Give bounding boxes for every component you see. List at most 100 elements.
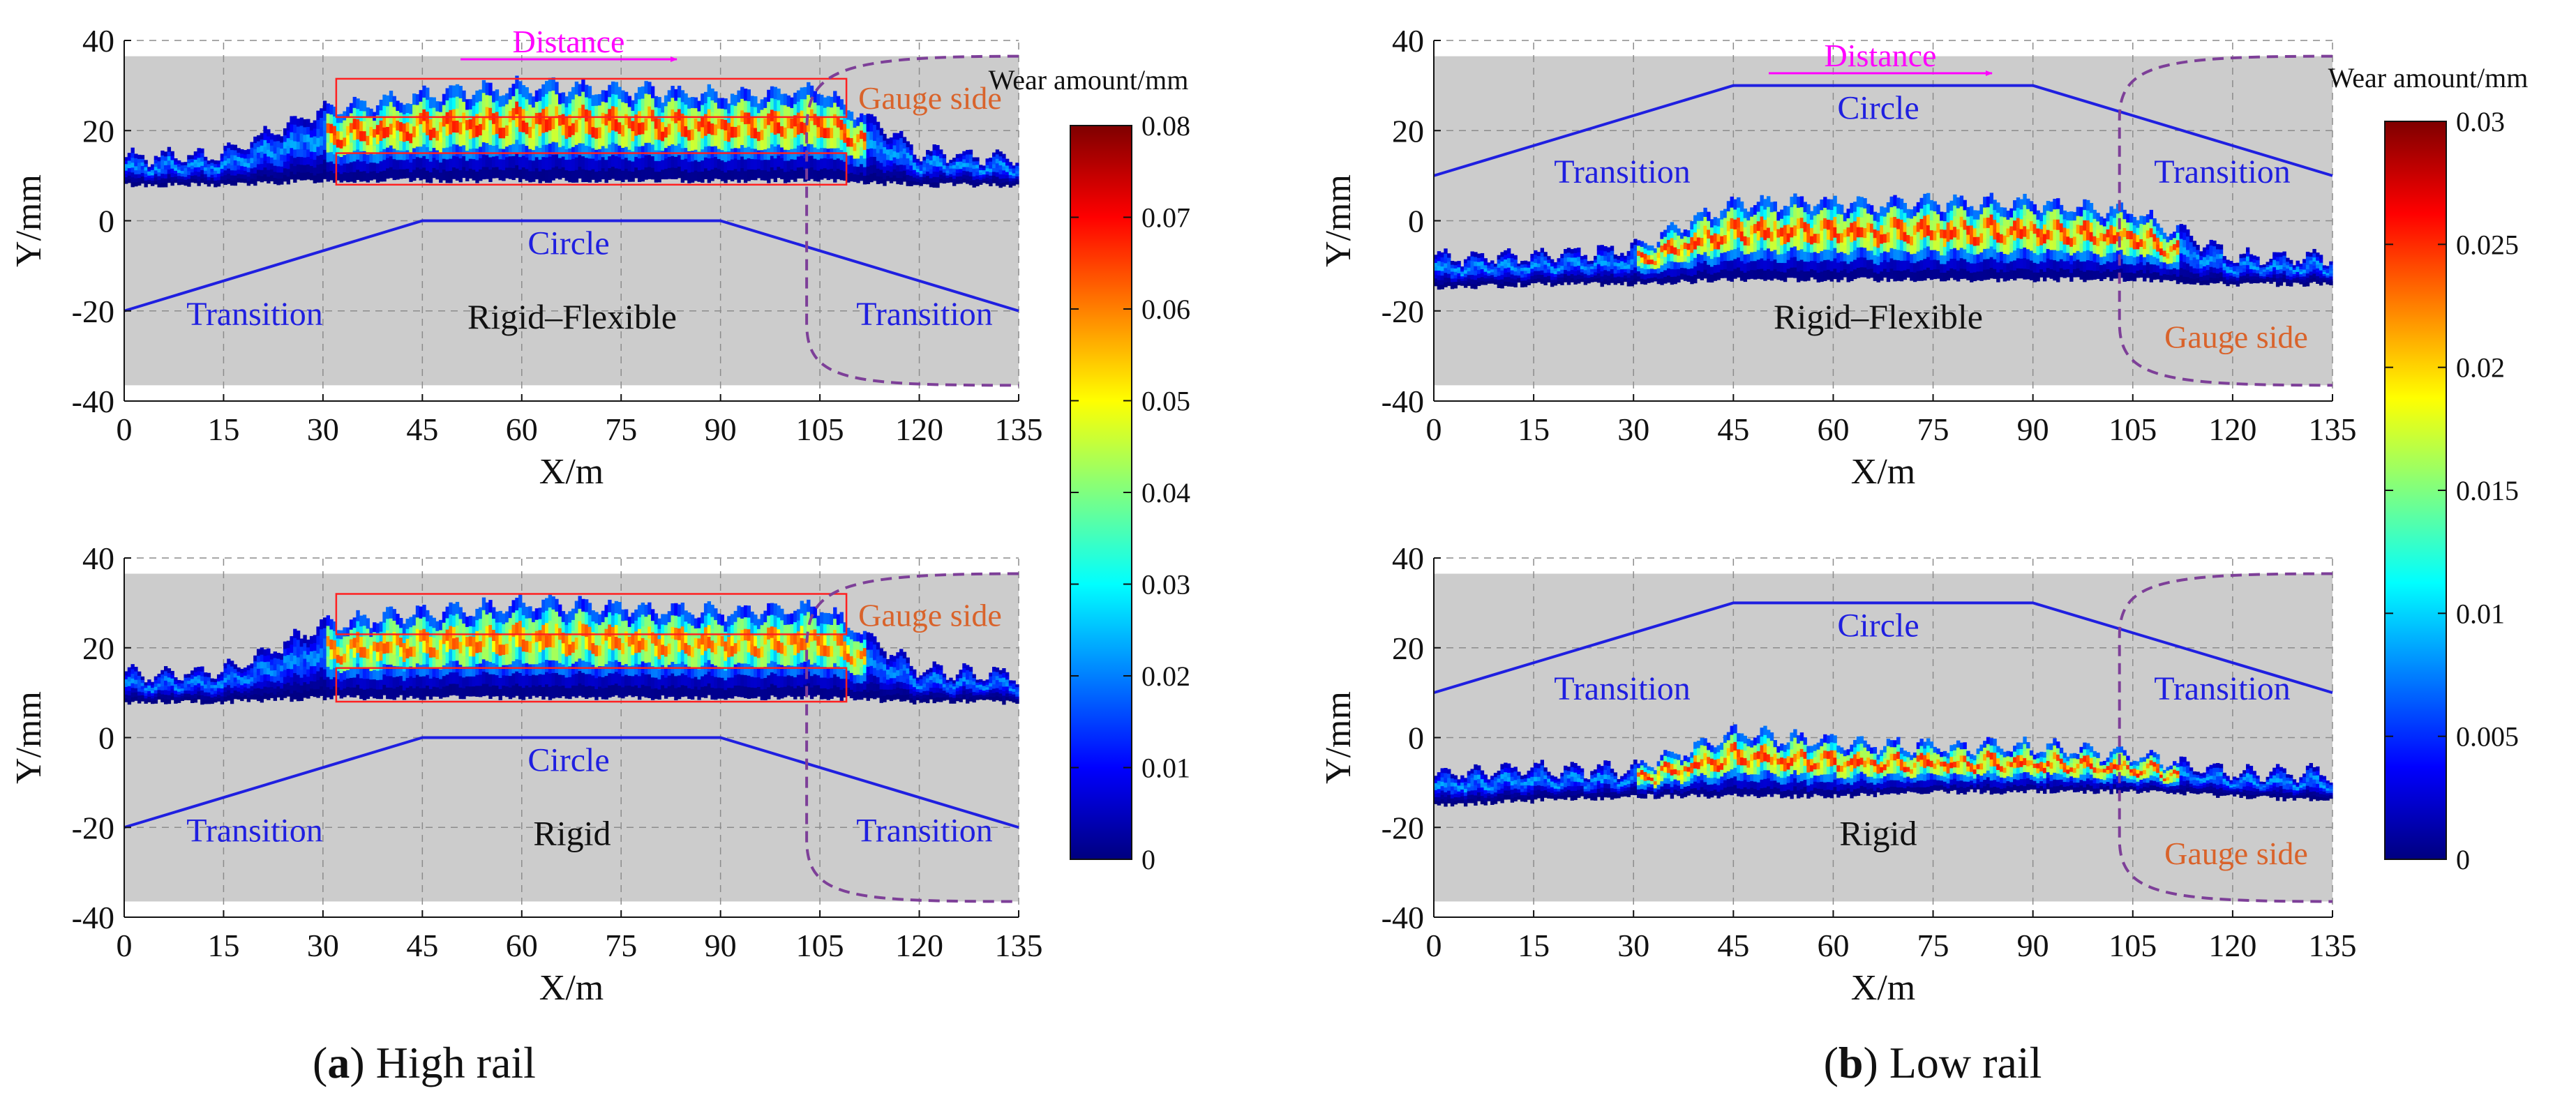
wear-cell (966, 149, 970, 155)
wear-cell (449, 672, 453, 684)
wear-cell (889, 695, 894, 702)
wear-cell (1474, 275, 1478, 280)
wear-cell (909, 670, 913, 676)
wear-cell (968, 172, 973, 176)
wear-cell (594, 105, 599, 117)
wear-cell (432, 117, 436, 128)
wear-cell (945, 175, 950, 179)
wear-cell (809, 664, 814, 677)
wear-cell (717, 138, 721, 149)
wear-cell (402, 642, 407, 653)
wear-cell (720, 625, 725, 636)
wear-cell (233, 690, 238, 695)
wear-cell (989, 689, 993, 694)
wear-cell (922, 694, 927, 699)
wear-cell (1573, 248, 1578, 253)
wear-cell (936, 678, 940, 684)
wear-cell (276, 652, 280, 659)
wear-cell (230, 666, 234, 672)
wear-cell (273, 171, 278, 179)
wear-cell (730, 635, 735, 647)
wear-cell (339, 114, 343, 123)
wear-cell (860, 691, 864, 700)
wear-cell (207, 692, 211, 697)
wear-cell (846, 670, 851, 679)
wear-cell (1613, 277, 1617, 281)
wear-cell (694, 676, 698, 687)
wear-cell (508, 121, 513, 134)
wear-cell (919, 695, 923, 700)
wear-cell (144, 700, 148, 704)
wear-cell (1570, 269, 1574, 275)
wear-cell (1577, 247, 1581, 252)
wear-cell (608, 636, 612, 649)
wear-cell (349, 151, 354, 163)
wear-cell (419, 135, 423, 147)
wear-cell (955, 677, 960, 681)
wear-cell (299, 125, 304, 134)
wear-cell (1534, 262, 1538, 267)
wear-cell (889, 154, 894, 161)
wear-cell (518, 672, 523, 686)
wear-cell (177, 172, 181, 176)
wear-cell (246, 181, 251, 186)
wear-cell (326, 161, 330, 172)
wear-cell (1447, 261, 1451, 266)
wear-cell (654, 160, 659, 172)
wear-cell (601, 654, 606, 667)
wear-cell (760, 139, 764, 151)
wear-cell (1557, 277, 1561, 281)
wear-cell (690, 118, 695, 130)
wear-cell (886, 674, 890, 680)
wear-cell (147, 173, 151, 176)
wear-cell (763, 610, 767, 623)
wear-cell (220, 168, 225, 173)
wear-cell (1008, 693, 1013, 697)
wear-cell (869, 156, 874, 166)
wear-cell (909, 688, 913, 694)
wear-cell (373, 120, 377, 130)
wear-cell (134, 688, 138, 693)
wear-cell (452, 108, 456, 121)
wear-cell (256, 169, 261, 176)
wear-cell (674, 100, 678, 112)
wear-cell (571, 674, 576, 686)
wear-cell (584, 636, 589, 649)
wear-cell (488, 612, 493, 626)
wear-cell (919, 688, 923, 693)
wear-cell (227, 168, 231, 174)
wear-cell (227, 153, 231, 158)
wear-cell (237, 156, 241, 162)
wear-cell (187, 684, 191, 688)
wear-cell (187, 677, 191, 681)
wear-cell (783, 172, 788, 183)
wear-cell (1467, 278, 1472, 282)
wear-cell (915, 178, 920, 182)
wear-cell (737, 171, 741, 183)
wear-cell (399, 627, 403, 638)
wear-cell (823, 644, 828, 656)
wear-cell (163, 151, 168, 157)
wear-cell (479, 112, 483, 124)
wear-cell (435, 640, 440, 650)
wear-cell (611, 684, 615, 697)
wear-cell (392, 620, 396, 633)
wear-cell (426, 135, 430, 147)
wear-cell (286, 130, 291, 139)
wear-cell (743, 112, 748, 125)
wear-cell (879, 682, 883, 690)
wear-cell (515, 75, 519, 89)
wear-cell (624, 168, 629, 180)
wear-cell (412, 646, 417, 657)
wear-cell (449, 602, 453, 614)
wear-cell (754, 96, 758, 107)
wear-cell (899, 137, 904, 145)
wear-cell (525, 98, 529, 112)
wear-cell (627, 675, 632, 686)
wear-cell (690, 160, 695, 172)
wear-cell (929, 695, 934, 700)
wear-cell (419, 688, 423, 700)
wear-cell (316, 662, 320, 672)
wear-cell (1008, 181, 1013, 185)
wear-cell (551, 609, 555, 623)
